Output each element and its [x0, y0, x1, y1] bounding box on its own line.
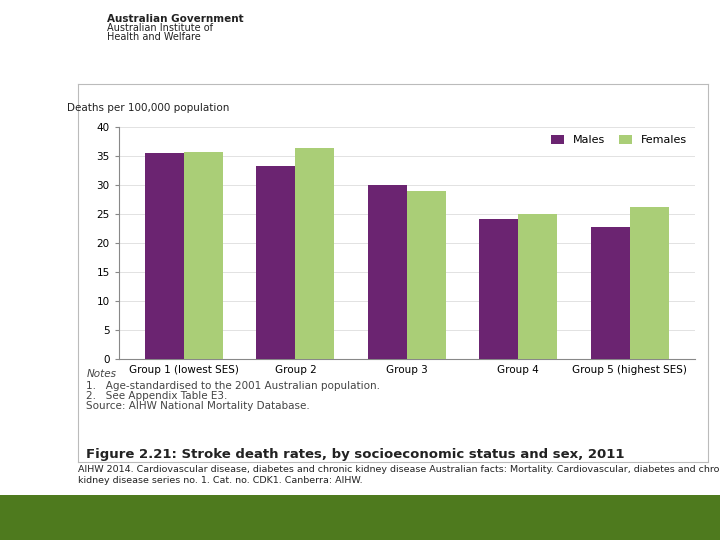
Text: Australian Government: Australian Government: [107, 14, 243, 24]
Text: 1.   Age-standardised to the 2001 Australian population.: 1. Age-standardised to the 2001 Australi…: [86, 381, 380, 391]
Bar: [295, 148, 334, 359]
Bar: [407, 191, 446, 359]
Text: Australian Institute of: Australian Institute of: [107, 23, 212, 33]
Text: Figure 2.21: Stroke death rates, by socioeconomic status and sex, 2011: Figure 2.21: Stroke death rates, by soci…: [86, 448, 625, 461]
Bar: [184, 152, 223, 359]
Text: Health and Welfare: Health and Welfare: [107, 32, 200, 42]
Bar: [145, 153, 184, 359]
Bar: [518, 214, 557, 359]
Text: Source: AIHW National Mortality Database.: Source: AIHW National Mortality Database…: [86, 401, 310, 411]
Text: kidney disease series no. 1. Cat. no. CDK1. Canberra: AIHW.: kidney disease series no. 1. Cat. no. CD…: [78, 476, 362, 485]
Text: AIHW 2014. Cardiovascular disease, diabetes and chronic kidney disease Australia: AIHW 2014. Cardiovascular disease, diabe…: [78, 465, 720, 475]
Text: Deaths per 100,000 population: Deaths per 100,000 population: [67, 103, 230, 113]
Text: 2.   See Appendix Table E3.: 2. See Appendix Table E3.: [86, 390, 228, 401]
Bar: [368, 185, 407, 359]
Bar: [480, 219, 518, 359]
Bar: [629, 207, 669, 359]
Bar: [256, 166, 295, 359]
Text: Notes: Notes: [86, 369, 117, 379]
Bar: [590, 227, 629, 359]
Legend: Males, Females: Males, Females: [546, 130, 691, 150]
